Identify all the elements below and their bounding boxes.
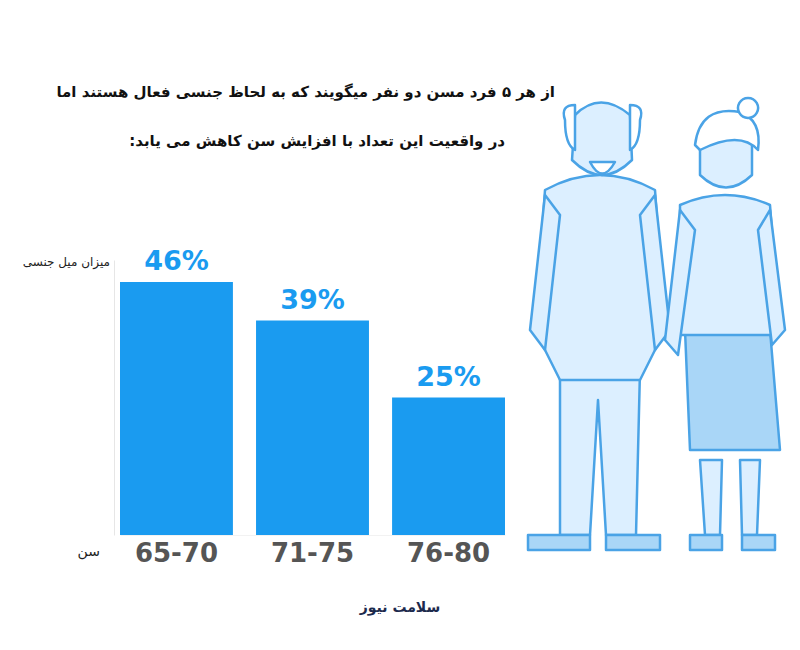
woman-shoe [742, 535, 775, 550]
woman-arm [665, 210, 695, 355]
woman-bun [738, 98, 758, 118]
x-tick-label: 65-70 [135, 538, 218, 568]
bar [120, 282, 233, 535]
illustration [528, 98, 785, 550]
man-shoe [528, 535, 590, 550]
bars [120, 282, 505, 535]
man-legs [560, 370, 640, 535]
data-label: 25% [416, 361, 481, 392]
subtitle: در واقعیت این تعداد با افزایش سن کاهش می… [129, 132, 505, 150]
x-tick: 65-70 [135, 535, 218, 568]
x-axis-line [121, 535, 506, 536]
x-axis: 65-70 71-75 76-80 [121, 535, 506, 568]
y-axis-title: میزان میل جنسی [23, 255, 110, 270]
chart: از هر ۵ فرد مسن دو نفر میگویند که به لحا… [0, 0, 800, 650]
man-head [572, 103, 632, 176]
woman-leg [700, 460, 722, 535]
woman-arm [758, 210, 785, 345]
bar [256, 321, 369, 536]
bar [392, 398, 505, 536]
x-tick: 71-75 [271, 535, 354, 568]
man-hair [564, 105, 575, 150]
x-tick: 76-80 [407, 535, 490, 568]
data-label: 46% [144, 245, 209, 276]
man-shoe [606, 535, 660, 550]
woman-skirt [685, 330, 780, 450]
woman-shoe [690, 535, 722, 550]
x-axis-title: سن [78, 543, 100, 560]
x-tick-label: 71-75 [271, 538, 354, 568]
y-axis [114, 261, 115, 536]
title: از هر ۵ فرد مسن دو نفر میگویند که به لحا… [56, 83, 555, 101]
data-labels: 46% 39% 25% [144, 245, 481, 392]
y-axis-line [114, 261, 115, 536]
x-tick-label: 76-80 [407, 538, 490, 568]
man-hair [630, 105, 641, 150]
man-beard [590, 162, 615, 174]
source: سلامت نیوز [359, 599, 441, 616]
woman-leg [740, 460, 760, 535]
man-arm [530, 195, 560, 350]
data-label: 39% [280, 284, 345, 315]
